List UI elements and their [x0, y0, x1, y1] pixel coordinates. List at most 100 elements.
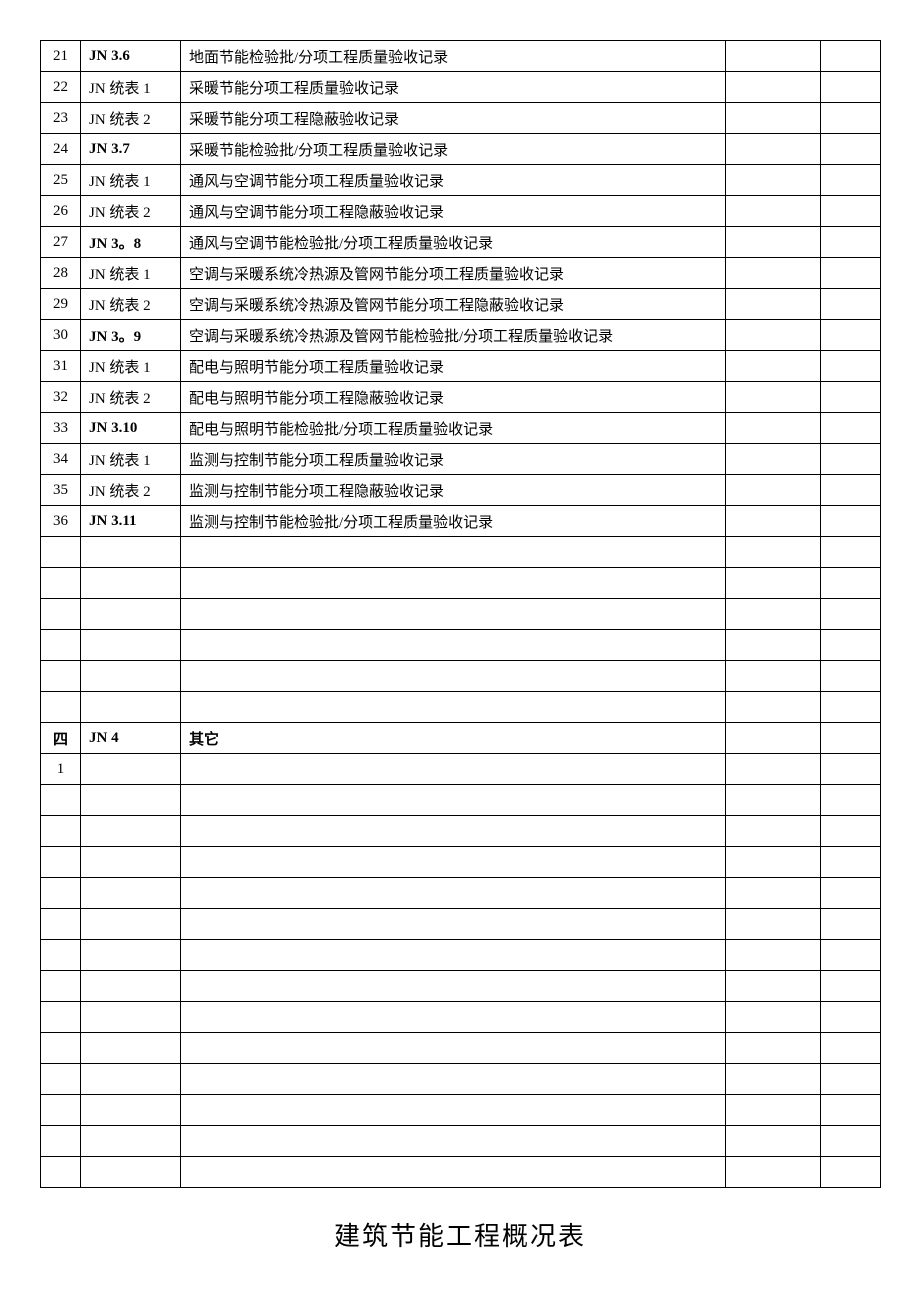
row-description: [181, 661, 726, 692]
row-description: [181, 692, 726, 723]
row-description: [181, 878, 726, 909]
row-code: [81, 1157, 181, 1188]
row-col4: [726, 568, 821, 599]
row-description: [181, 1095, 726, 1126]
table-row: 24JN 3.7采暖节能检验批/分项工程质量验收记录: [41, 134, 881, 165]
table-row: [41, 785, 881, 816]
row-col4: [726, 878, 821, 909]
row-col5: [821, 444, 881, 475]
table-row: 1: [41, 754, 881, 785]
row-number: [41, 785, 81, 816]
row-col5: [821, 537, 881, 568]
row-number: 32: [41, 382, 81, 413]
row-col5: [821, 940, 881, 971]
table-row: [41, 661, 881, 692]
row-code: [81, 878, 181, 909]
row-col4: [726, 971, 821, 1002]
row-col4: [726, 475, 821, 506]
row-description: [181, 847, 726, 878]
row-code: JN 3.11: [81, 506, 181, 537]
row-col4: [726, 506, 821, 537]
row-description: [181, 1033, 726, 1064]
row-number: [41, 878, 81, 909]
row-col5: [821, 103, 881, 134]
row-number: [41, 909, 81, 940]
row-number: [41, 971, 81, 1002]
row-col4: [726, 258, 821, 289]
row-col4: [726, 103, 821, 134]
row-col4: [726, 785, 821, 816]
table-row: 23JN 统表 2采暖节能分项工程隐蔽验收记录: [41, 103, 881, 134]
row-number: 28: [41, 258, 81, 289]
row-col5: [821, 1157, 881, 1188]
row-col4: [726, 847, 821, 878]
row-description: [181, 537, 726, 568]
row-col5: [821, 351, 881, 382]
row-description: [181, 630, 726, 661]
row-code: [81, 1002, 181, 1033]
row-code: JN 4: [81, 723, 181, 754]
row-number: 22: [41, 72, 81, 103]
row-col4: [726, 692, 821, 723]
row-col4: [726, 320, 821, 351]
row-code: [81, 692, 181, 723]
row-description: [181, 909, 726, 940]
row-col4: [726, 41, 821, 72]
table-row: 22JN 统表 1采暖节能分项工程质量验收记录: [41, 72, 881, 103]
row-number: [41, 1033, 81, 1064]
row-col5: [821, 568, 881, 599]
table-row: [41, 847, 881, 878]
row-description: [181, 940, 726, 971]
table-row: 31JN 统表 1配电与照明节能分项工程质量验收记录: [41, 351, 881, 382]
row-description: [181, 1064, 726, 1095]
row-col5: [821, 506, 881, 537]
row-code: [81, 847, 181, 878]
table-row: [41, 1002, 881, 1033]
row-number: [41, 816, 81, 847]
row-col5: [821, 816, 881, 847]
row-description: 采暖节能分项工程质量验收记录: [181, 72, 726, 103]
table-row: [41, 568, 881, 599]
table-row: 29JN 统表 2空调与采暖系统冷热源及管网节能分项工程隐蔽验收记录: [41, 289, 881, 320]
table-row: 21JN 3.6地面节能检验批/分项工程质量验收记录: [41, 41, 881, 72]
row-code: JN 3.10: [81, 413, 181, 444]
table-row: [41, 940, 881, 971]
row-col5: [821, 1095, 881, 1126]
row-number: [41, 1095, 81, 1126]
row-description: 配电与照明节能分项工程隐蔽验收记录: [181, 382, 726, 413]
row-number: [41, 568, 81, 599]
row-col4: [726, 909, 821, 940]
row-number: 25: [41, 165, 81, 196]
table-row: 33JN 3.10配电与照明节能检验批/分项工程质量验收记录: [41, 413, 881, 444]
row-col4: [726, 816, 821, 847]
row-col4: [726, 227, 821, 258]
row-code: [81, 909, 181, 940]
table-row: 26JN 统表 2通风与空调节能分项工程隐蔽验收记录: [41, 196, 881, 227]
row-col4: [726, 599, 821, 630]
row-description: [181, 1002, 726, 1033]
row-col5: [821, 134, 881, 165]
row-description: 通风与空调节能检验批/分项工程质量验收记录: [181, 227, 726, 258]
row-description: [181, 754, 726, 785]
row-description: 监测与控制节能分项工程隐蔽验收记录: [181, 475, 726, 506]
row-col4: [726, 723, 821, 754]
row-col5: [821, 661, 881, 692]
table-row: [41, 1126, 881, 1157]
row-code: JN 统表 2: [81, 103, 181, 134]
row-description: 配电与照明节能检验批/分项工程质量验收记录: [181, 413, 726, 444]
row-number: 34: [41, 444, 81, 475]
row-code: JN 统表 2: [81, 382, 181, 413]
row-col4: [726, 134, 821, 165]
row-number: [41, 1126, 81, 1157]
row-col5: [821, 382, 881, 413]
row-code: [81, 1126, 181, 1157]
row-number: 33: [41, 413, 81, 444]
row-col5: [821, 630, 881, 661]
row-number: 27: [41, 227, 81, 258]
row-col5: [821, 599, 881, 630]
table-row: 27JN 3。8通风与空调节能检验批/分项工程质量验收记录: [41, 227, 881, 258]
row-code: [81, 599, 181, 630]
row-col5: [821, 41, 881, 72]
row-col4: [726, 196, 821, 227]
row-description: 空调与采暖系统冷热源及管网节能检验批/分项工程质量验收记录: [181, 320, 726, 351]
